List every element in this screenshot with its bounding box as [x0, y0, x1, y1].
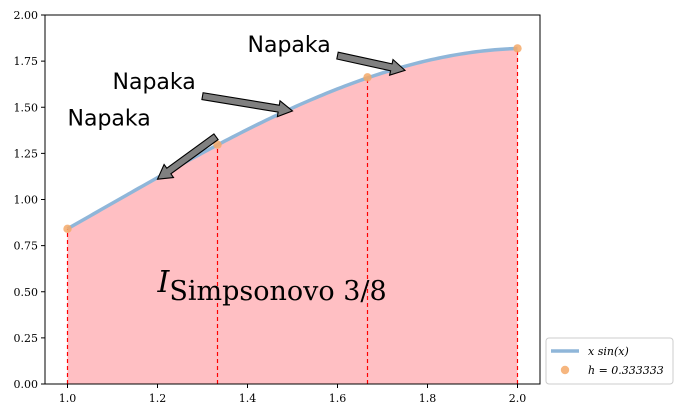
node-point: [213, 140, 222, 149]
legend-label-curve: x sin(x): [588, 345, 629, 358]
y-tick-label: 1.25: [14, 147, 39, 160]
curve-line: [66, 46, 518, 231]
legend-point-swatch: [560, 365, 570, 375]
y-tick-label: 0.50: [14, 286, 39, 299]
x-tick-label: 2.0: [509, 392, 527, 405]
y-tick-label: 0.00: [14, 378, 39, 391]
annotation-arrow: [156, 133, 219, 180]
integral-label: ISimpsonovo 3/8: [157, 265, 387, 307]
x-tick-label: 1.6: [329, 392, 347, 405]
y-tick-label: 2.00: [14, 9, 39, 22]
y-tick-label: 1.00: [14, 194, 39, 207]
x-tick-label: 1.0: [59, 392, 77, 405]
plot-area: [63, 44, 522, 384]
y-tick-label: 1.50: [14, 101, 39, 114]
y-tick-label: 0.75: [14, 240, 39, 253]
integral-symbol: I: [157, 265, 171, 300]
annotation-text: Napaka: [113, 70, 196, 95]
x-tick-label: 1.2: [149, 392, 167, 405]
node-point: [63, 224, 72, 234]
annotations: ISimpsonovo 3/8 Napaka Napaka Napaka: [68, 33, 407, 307]
integral-subscript: Simpsonovo 3/8: [169, 276, 386, 307]
x-tick-label: 1.8: [419, 392, 437, 405]
annotation-arrow: [336, 51, 407, 77]
annotation-text: Napaka: [68, 107, 151, 132]
annotation-text: Napaka: [248, 33, 331, 58]
axes: 1.0 1.2 1.4 1.6 1.8 2.0 0.00 0.25 0.50 0.75 1.00 1.…: [14, 9, 541, 405]
y-tick-label: 0.25: [14, 332, 39, 345]
y-tick-label: 1.75: [14, 55, 39, 68]
x-tick-label: 1.4: [239, 392, 257, 405]
legend: x sin(x) h = 0.333333: [545, 337, 674, 385]
node-point: [363, 73, 372, 82]
node-point: [513, 44, 522, 53]
legend-label-points: h = 0.333333: [588, 364, 664, 377]
integral-area: [67, 48, 518, 384]
annotation-arrow: [201, 92, 294, 118]
